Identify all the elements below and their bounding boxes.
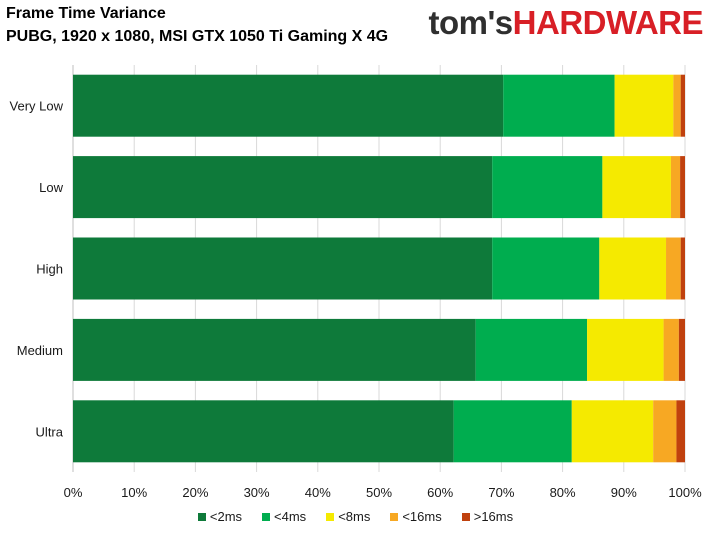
legend-item: <16ms xyxy=(390,509,442,524)
chart-subtitle: PUBG, 1920 x 1080, MSI GTX 1050 Ti Gamin… xyxy=(6,28,389,45)
x-tick-label: 20% xyxy=(182,485,208,500)
legend-item: >16ms xyxy=(461,509,514,524)
bar-segment xyxy=(602,156,671,219)
bar-segment xyxy=(587,318,664,381)
legend-swatch xyxy=(262,512,271,521)
category-label: Ultra xyxy=(36,424,64,439)
bar-segment xyxy=(73,156,493,219)
bars xyxy=(73,74,685,463)
brand-logo: tom'sHARDWARE xyxy=(428,4,703,42)
bar-segment xyxy=(492,156,603,219)
bar-segment xyxy=(670,156,681,219)
bar-segment xyxy=(653,400,677,463)
x-tick-label: 40% xyxy=(305,485,331,500)
bar-segment xyxy=(73,74,504,137)
x-tick-label: 100% xyxy=(668,485,702,500)
brand-logo-part1: tom's xyxy=(428,4,513,41)
bar-segment xyxy=(73,237,493,300)
bar-segment xyxy=(73,400,454,463)
category-label: High xyxy=(36,262,63,277)
bar-segment xyxy=(73,318,476,381)
bar-segment xyxy=(571,400,654,463)
x-tick-label: 90% xyxy=(611,485,637,500)
bar-segment xyxy=(599,237,667,300)
category-label: Low xyxy=(39,180,63,195)
x-tick-label: 80% xyxy=(550,485,576,500)
legend-label: <16ms xyxy=(402,509,442,524)
legend-label: <2ms xyxy=(209,509,243,524)
category-labels: Very Low Low High Medium Ultra xyxy=(10,99,64,440)
legend: <2ms <4ms <8ms <16ms >16ms xyxy=(0,509,711,524)
legend-swatch xyxy=(461,512,470,521)
bar-segment xyxy=(475,318,588,381)
legend-swatch xyxy=(390,512,399,521)
bar-segment xyxy=(680,237,685,300)
x-tick-label: 60% xyxy=(427,485,453,500)
bar-segment xyxy=(453,400,572,463)
category-label: Medium xyxy=(17,343,63,358)
legend-label: <8ms xyxy=(338,509,371,524)
bar-segment xyxy=(503,74,615,137)
legend-label: >16ms xyxy=(473,509,514,524)
legend-item: <4ms xyxy=(262,509,306,524)
bar-segment xyxy=(666,237,681,300)
legend-item: <8ms xyxy=(326,509,370,524)
bar-segment xyxy=(680,156,685,219)
category-label: Very Low xyxy=(10,99,64,114)
legend-swatch xyxy=(197,512,206,521)
bar-segment xyxy=(680,74,685,137)
bar-segment xyxy=(678,318,685,381)
bar-segment xyxy=(673,74,681,137)
legend-swatch xyxy=(326,512,335,521)
x-tick-label: 0% xyxy=(64,485,83,500)
x-axis-tick-labels: 0% 10% 20% 30% 40% 50% 60% 70% 80% 90% 100% xyxy=(64,485,702,500)
legend-item: <2ms xyxy=(197,509,243,524)
brand-logo-part2: HARDWARE xyxy=(512,4,704,41)
chart-title: Frame Time Variance xyxy=(6,5,166,22)
bar-segment xyxy=(492,237,600,300)
x-tick-label: 50% xyxy=(366,485,392,500)
bar-segment xyxy=(614,74,674,137)
bar-segment xyxy=(676,400,685,463)
x-tick-label: 10% xyxy=(121,485,147,500)
legend-label: <4ms xyxy=(274,509,307,524)
bar-segment xyxy=(663,318,679,381)
x-tick-label: 70% xyxy=(488,485,514,500)
x-tick-label: 30% xyxy=(244,485,270,500)
